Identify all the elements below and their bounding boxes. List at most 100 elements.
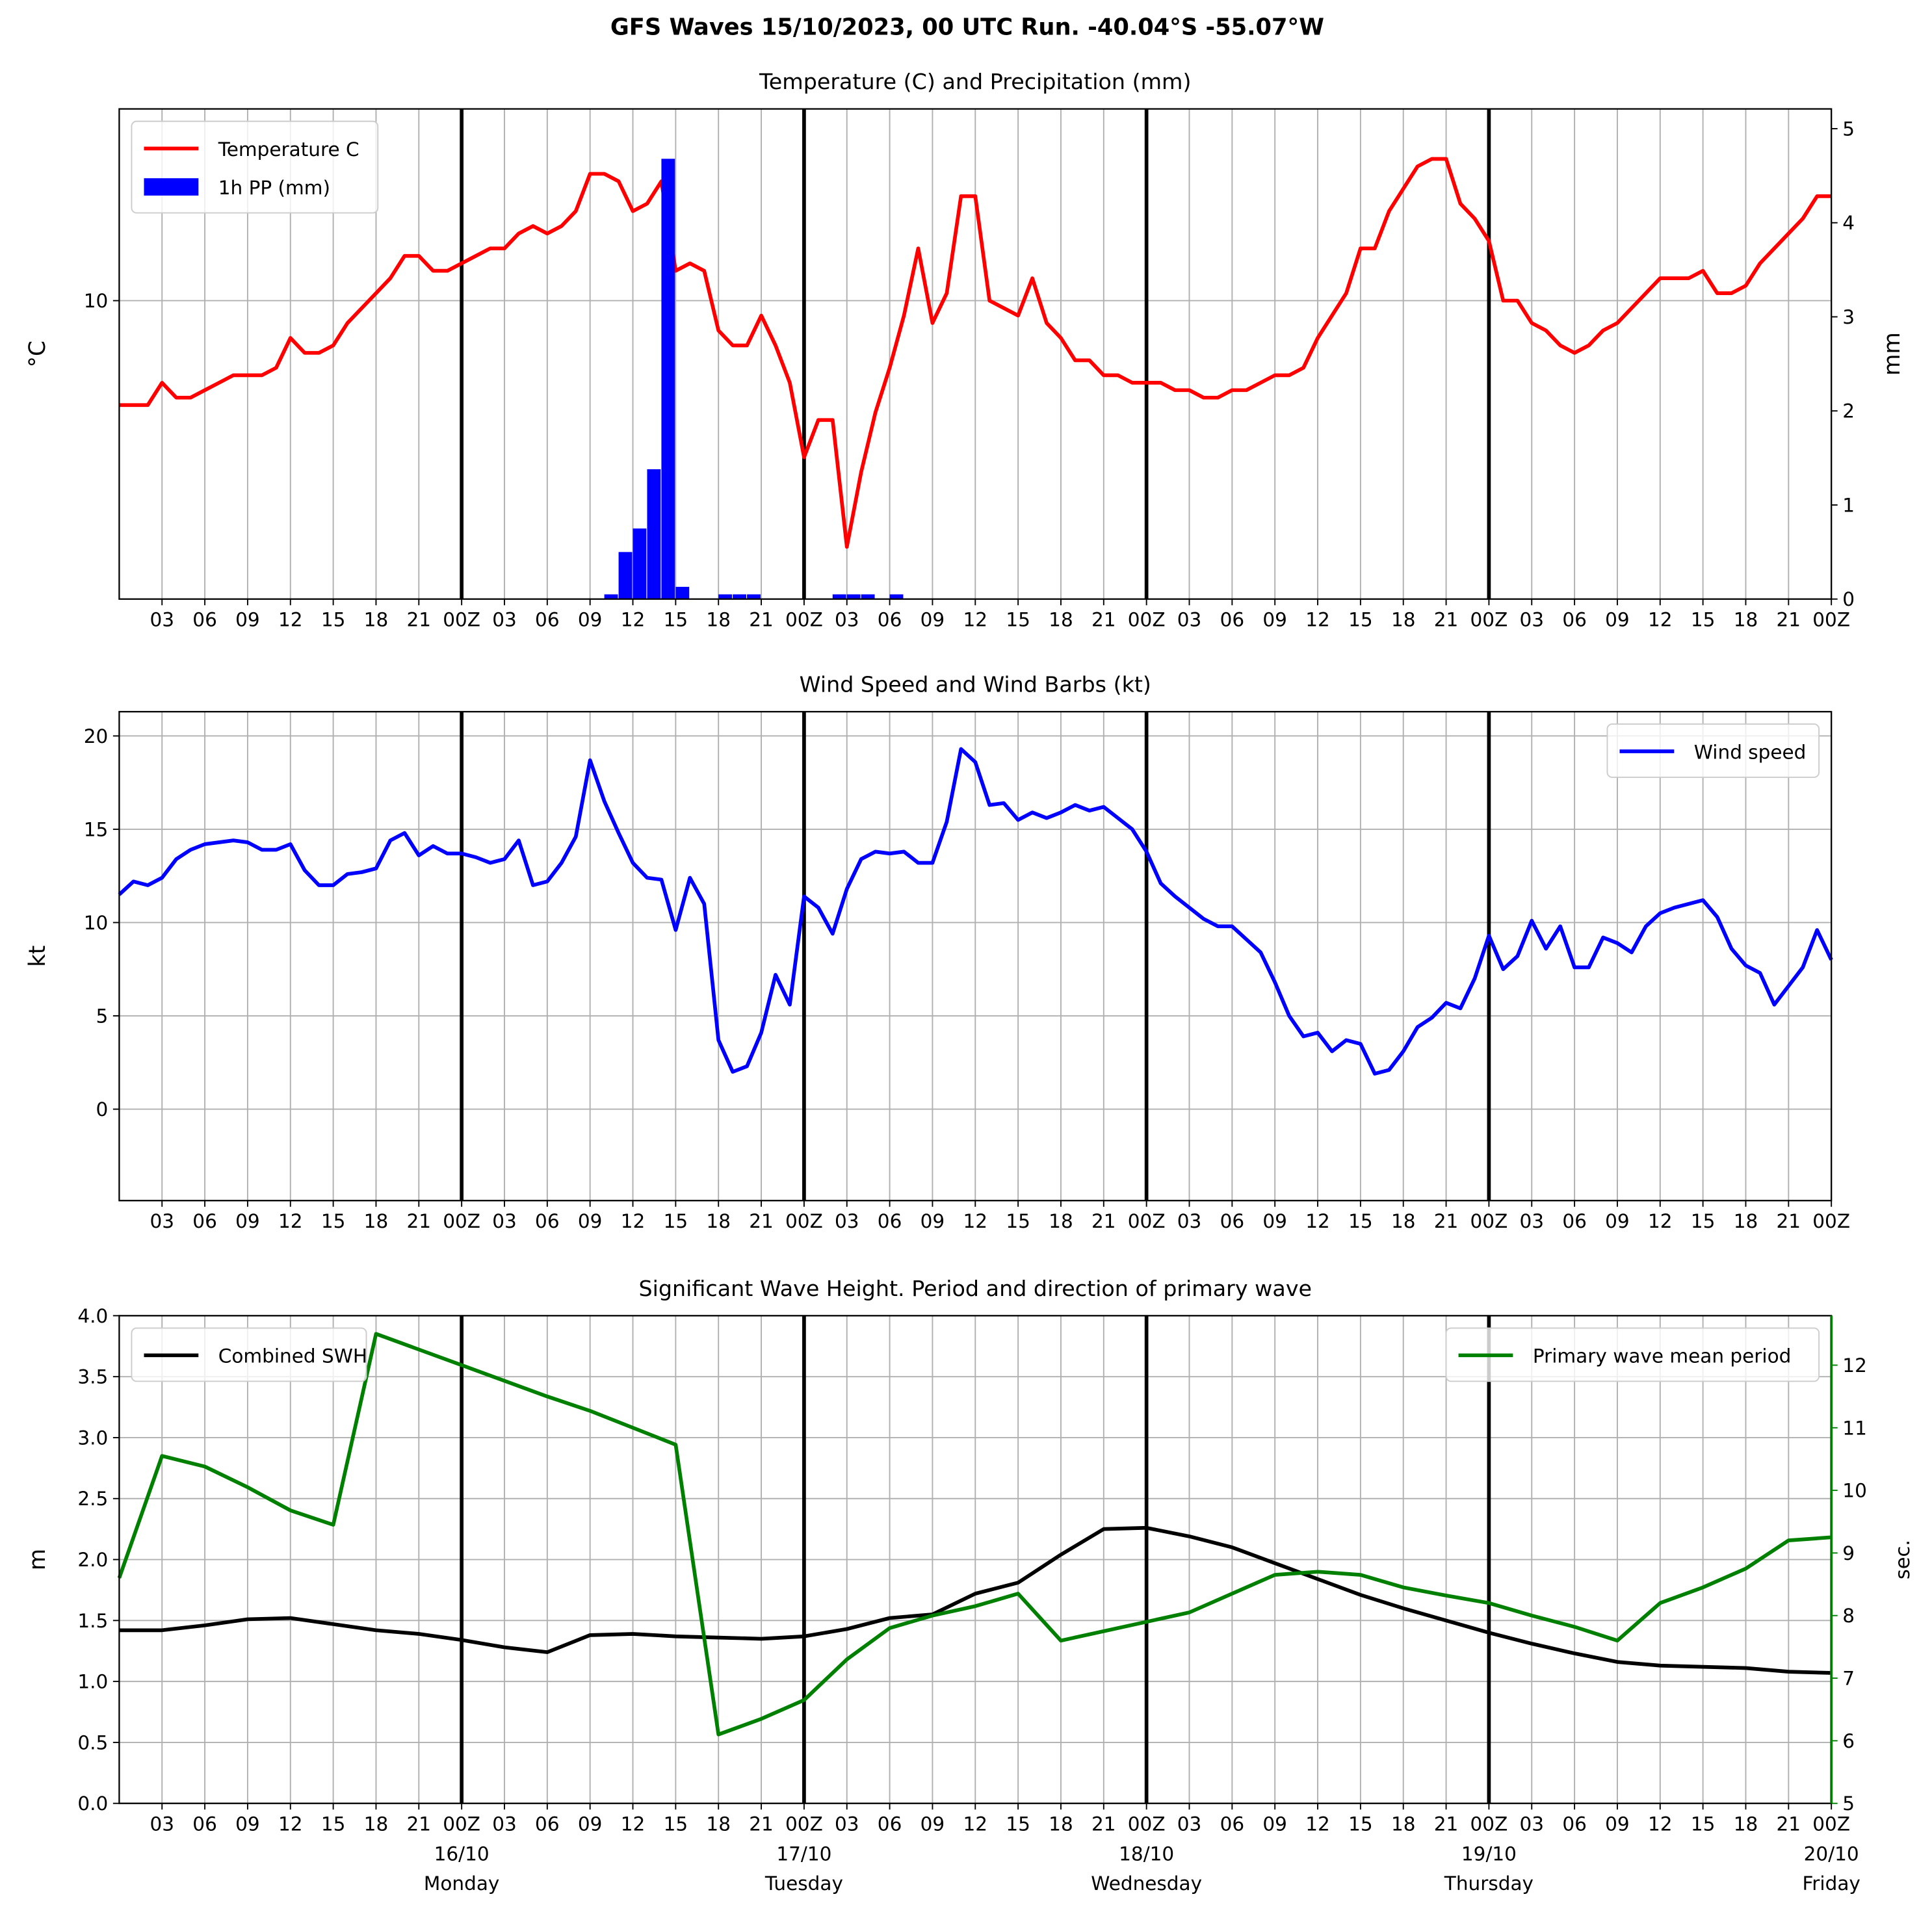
bar <box>846 594 861 599</box>
plot-frame <box>118 710 1833 1202</box>
x-tick-label: 12 <box>963 609 988 631</box>
x-tick-label: 06 <box>192 1210 217 1232</box>
x-tick-label: 12 <box>1648 609 1673 631</box>
panel: Significant Wave Height. Period and dire… <box>25 1276 1914 1895</box>
x-tick-label: 12 <box>1648 1813 1673 1835</box>
legend-box <box>131 1327 367 1382</box>
x-tick-label: 00Z <box>785 1210 823 1232</box>
x-tick-label: 18 <box>1734 609 1758 631</box>
x-tick-label: 15 <box>1348 609 1373 631</box>
x-tick-label: 12 <box>621 1210 646 1232</box>
y-tick-label: 0 <box>96 1098 108 1120</box>
x-tick-label: 15 <box>321 1813 346 1835</box>
x-tick-label: 15 <box>321 1210 346 1232</box>
y2-tick-label: 4 <box>1842 212 1855 234</box>
y2-tick-label: 0 <box>1842 588 1855 610</box>
y2-tick-label: 12 <box>1842 1354 1867 1377</box>
x-tick-label: 18 <box>1049 609 1073 631</box>
y-tick-label: 5 <box>96 1005 108 1027</box>
x-tick-label: 03 <box>1519 1210 1544 1232</box>
series-line <box>119 157 1832 549</box>
x-tick-label: 03 <box>1519 609 1544 631</box>
x-tick-label: 12 <box>1305 1813 1330 1835</box>
x-tick-label: 12 <box>963 1210 988 1232</box>
x-tick-label: 03 <box>1177 1210 1202 1232</box>
y-tick-label: 4.0 <box>77 1305 108 1327</box>
x-tick-label: 12 <box>278 609 303 631</box>
x-tick-label: 18 <box>706 1813 731 1835</box>
x-tick-label: 09 <box>235 609 260 631</box>
x-tick-label: 18 <box>1734 1813 1758 1835</box>
x-tick-label: 06 <box>535 1813 560 1835</box>
x-tick-label: 12 <box>1305 609 1330 631</box>
x-tick-label: 18 <box>1391 1813 1416 1835</box>
y2-tick-label: 3 <box>1842 306 1855 328</box>
y-axis-label: kt <box>25 946 51 967</box>
x-tick-label: 15 <box>664 609 688 631</box>
x-tick-label: 21 <box>1091 1210 1116 1232</box>
x-tick-label: 15 <box>664 1210 688 1232</box>
x-tick-label: 18 <box>1049 1210 1073 1232</box>
x-tick-label: 09 <box>1605 1210 1630 1232</box>
x-tick-label: 00Z <box>1812 609 1850 631</box>
x-tick-label: 03 <box>492 1210 517 1232</box>
x-tick-label: 15 <box>1006 609 1030 631</box>
x-tick-label: 09 <box>235 1813 260 1835</box>
x-tick-label: 06 <box>535 1210 560 1232</box>
x-tick-label: 03 <box>150 1210 174 1232</box>
x-tick-label: 15 <box>664 1813 688 1835</box>
bar <box>633 528 647 599</box>
x-tick-label: 00Z <box>1470 609 1508 631</box>
y2-tick-label: 8 <box>1842 1605 1855 1627</box>
x-tick-label: 09 <box>1262 609 1287 631</box>
x-tick-label: 06 <box>1562 1813 1587 1835</box>
x-tick-label: 12 <box>621 1813 646 1835</box>
y-tick-label: 3.5 <box>77 1366 108 1388</box>
x-tick-label: 18 <box>706 609 731 631</box>
x-tick-label: 00Z 18/10 Wednesday <box>1091 1813 1202 1895</box>
bar <box>861 594 875 599</box>
plot-frame <box>118 108 1833 600</box>
x-tick-label: 03 <box>835 609 859 631</box>
legend-label: Combined SWH <box>218 1345 367 1367</box>
x-tick-label: 12 <box>621 609 646 631</box>
x-tick-label: 21 <box>1091 1813 1116 1835</box>
x-tick-label: 18 <box>706 1210 731 1232</box>
y-tick-label: 3.0 <box>77 1427 108 1449</box>
x-tick-label: 03 <box>1519 1813 1544 1835</box>
x-tick-label: 18 <box>364 1210 389 1232</box>
y-tick-label: 1.5 <box>77 1610 108 1632</box>
y2-tick-label: 10 <box>1842 1480 1867 1502</box>
y-tick-label: 15 <box>84 818 109 840</box>
x-tick-label: 09 <box>920 1210 945 1232</box>
x-tick-label: 15 <box>321 609 346 631</box>
y2-axis-label: sec. <box>1892 1540 1914 1579</box>
bar <box>618 552 633 599</box>
y2-tick-label: 9 <box>1842 1542 1855 1564</box>
x-tick-label: 03 <box>150 609 174 631</box>
panel-title: Significant Wave Height. Period and dire… <box>639 1276 1312 1301</box>
x-tick-label: 21 <box>407 609 432 631</box>
legend: Combined SWH <box>131 1327 367 1382</box>
bar <box>733 594 747 599</box>
x-tick-label: 00Z 17/10 Tuesday <box>764 1813 843 1895</box>
x-tick-label: 12 <box>278 1210 303 1232</box>
y2-tick-label: 2 <box>1842 400 1855 422</box>
x-tick-label: 18 <box>364 1813 389 1835</box>
bar <box>647 469 661 599</box>
x-tick-label: 15 <box>1006 1813 1030 1835</box>
bar <box>889 594 904 599</box>
x-tick-label: 21 <box>1434 1813 1459 1835</box>
bar <box>661 159 675 599</box>
x-tick-label: 21 <box>407 1813 432 1835</box>
y-tick-label: 2.0 <box>77 1549 108 1571</box>
x-tick-label: 18 <box>364 609 389 631</box>
x-tick-label: 03 <box>835 1210 859 1232</box>
legend-box <box>1606 723 1820 778</box>
x-tick-label: 15 <box>1348 1813 1373 1835</box>
x-tick-label: 06 <box>878 1813 902 1835</box>
bar <box>832 594 846 599</box>
x-tick-label: 03 <box>835 1813 859 1835</box>
x-tick-label: 09 <box>920 609 945 631</box>
